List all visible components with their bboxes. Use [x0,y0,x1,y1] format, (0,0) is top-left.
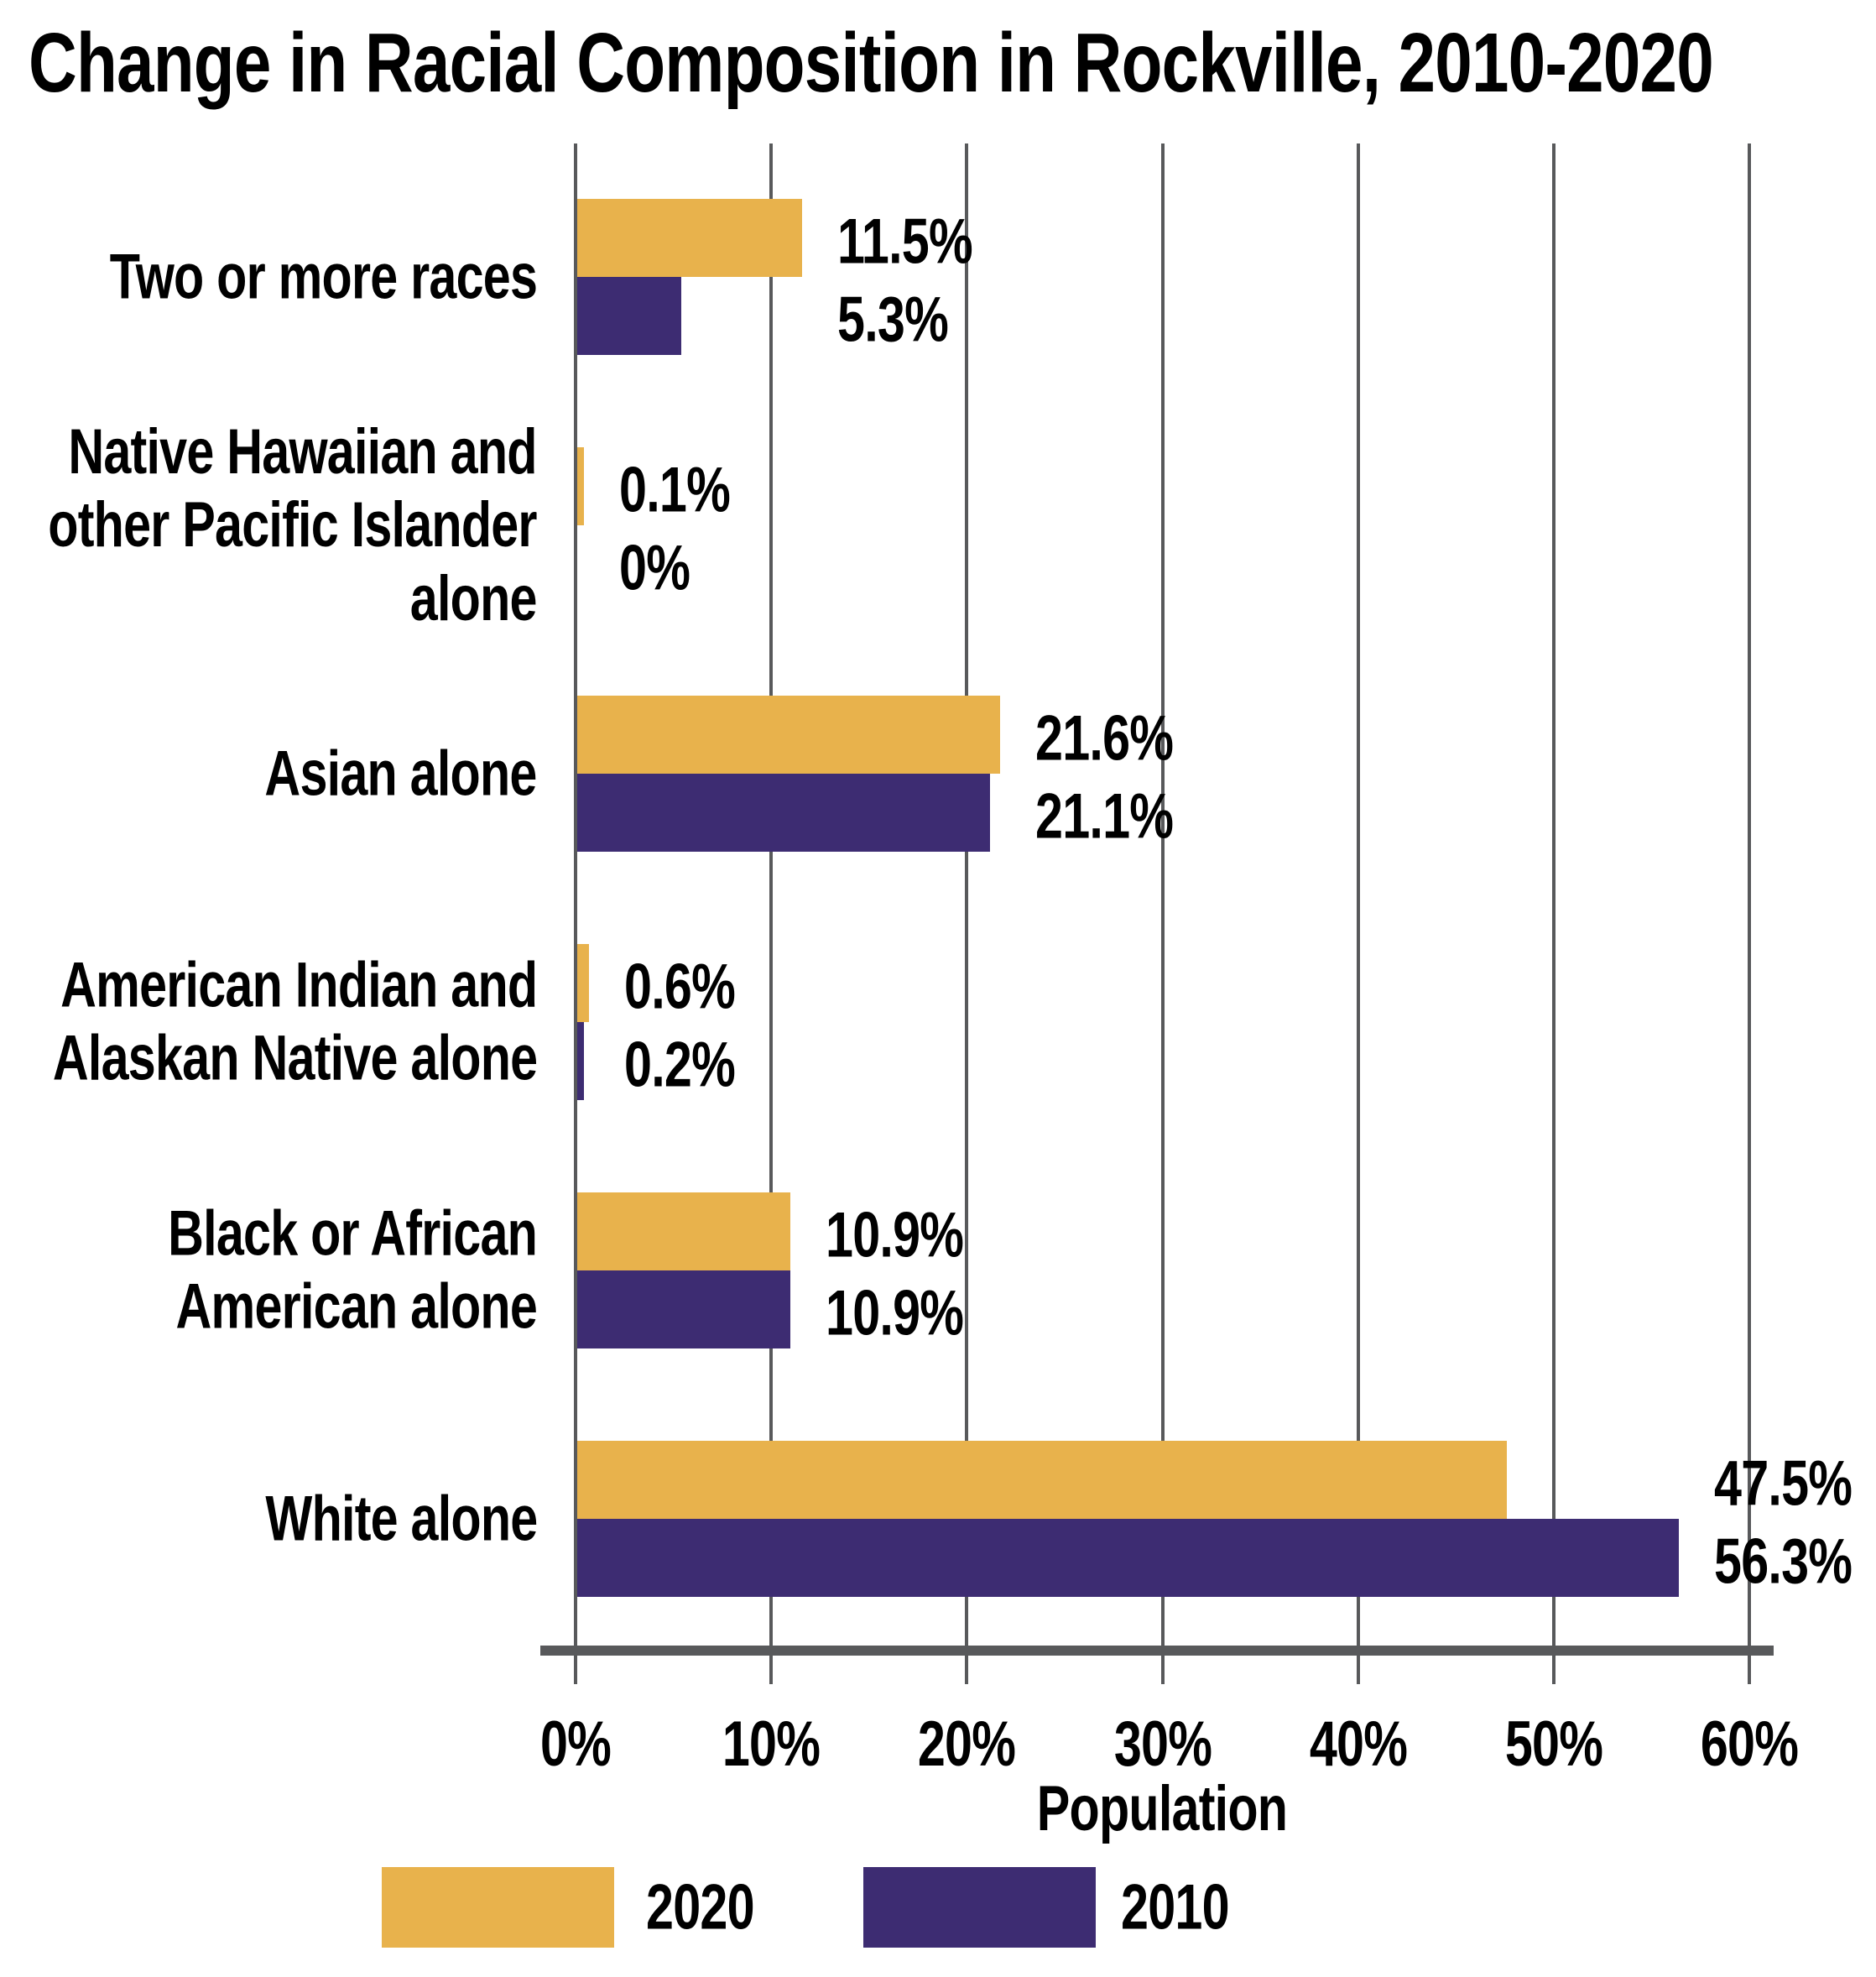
bar-2010-black-or-african-american-alone [577,1270,791,1348]
gridline-40% [1357,143,1360,1646]
bar-2020-black-or-african-american-alone [577,1192,791,1270]
value-label-2020-native-hawaiian-pacific-islander-alone: 0.1% [619,454,731,525]
tick-label-50%: 50% [1504,1708,1603,1780]
category-label-two-or-more-races: Two or more races [109,240,538,313]
value-label-2010-white-alone: 56.3% [1714,1526,1853,1597]
bar-2020-native-hawaiian-pacific-islander-alone [577,447,584,525]
axis-tick-0% [574,1656,577,1684]
bar-2020-two-or-more-races [577,199,803,277]
bar-2010-american-indian-alaskan-native-alone [577,1022,584,1100]
value-label-2010-asian-alone: 21.1% [1035,780,1174,852]
value-label-2020-two-or-more-races: 11.5% [837,206,973,277]
category-label-line: Native Hawaiian and [68,415,538,488]
tick-label-10%: 10% [722,1708,821,1780]
value-label-2010-black-or-african-american-alone: 10.9% [826,1277,964,1348]
category-label-asian-alone: Asian alone [264,737,538,810]
value-label-2020-american-indian-alaskan-native-alone: 0.6% [624,951,736,1022]
bar-2020-asian-alone [577,696,1000,774]
category-label-native-hawaiian-pacific-islander-alone: Native Hawaiian and other Pacific Islande… [48,415,538,635]
value-label-2010-two-or-more-races: 5.3% [837,284,949,355]
category-label-line: Alaskan Native alone [52,1023,538,1094]
bar-2010-asian-alone [577,774,990,852]
value-label-2020-asian-alone: 21.6% [1035,702,1174,774]
axis-tick-20% [965,1656,968,1684]
value-label-2010-american-indian-alaskan-native-alone: 0.2% [624,1029,736,1100]
category-label-line: White alone [264,1483,538,1555]
legend-label-2010: 2010 [1121,1871,1230,1943]
value-label-2010-native-hawaiian-pacific-islander-alone: 0% [619,532,690,603]
axis-tick-10% [769,1656,773,1684]
chart-title: Change in Racial Composition in Rockvill… [29,16,1714,110]
tick-label-0%: 0% [539,1708,612,1780]
axis-tick-50% [1552,1656,1556,1684]
bar-2020-american-indian-alaskan-native-alone [577,944,589,1022]
axis-tick-40% [1357,1656,1360,1684]
axis-tick-60% [1748,1656,1751,1684]
gridline-30% [1161,143,1165,1646]
tick-label-20%: 20% [917,1708,1016,1780]
legend-label-2020: 2020 [646,1871,755,1943]
category-label-black-or-african-american-alone: Black or African American alone [168,1197,538,1344]
tick-label-40%: 40% [1309,1708,1408,1780]
category-label-line: alone [410,562,538,634]
legend-swatch-2020 [382,1867,614,1948]
value-label-2020-white-alone: 47.5% [1714,1448,1853,1519]
category-label-line: American Indian and [60,949,538,1021]
bar-2010-two-or-more-races [577,277,681,355]
axis-tick-30% [1161,1656,1165,1684]
category-label-american-indian-alaskan-native-alone: American Indian and Alaskan Native alone [52,949,538,1096]
x-axis-label: Population [1036,1773,1288,1844]
gridline-60% [1748,143,1751,1646]
gridline-10% [769,143,773,1646]
category-label-line: Two or more races [109,241,538,313]
bar-2020-white-alone [577,1441,1507,1519]
category-label-line: Black or African [168,1197,538,1270]
category-label-white-alone: White alone [264,1482,538,1555]
tick-label-60%: 60% [1700,1708,1799,1780]
legend-swatch-2010 [863,1867,1096,1948]
gridline-50% [1552,143,1556,1646]
gridline-0% [574,143,577,1646]
category-label-line: Asian alone [264,738,538,810]
category-label-line: other Pacific Islander [48,489,538,561]
x-axis-line [540,1646,1774,1656]
value-label-2020-black-or-african-american-alone: 10.9% [826,1199,964,1270]
gridline-20% [965,143,968,1646]
category-label-line: American alone [175,1271,537,1343]
bar-2010-white-alone [577,1519,1679,1597]
tick-label-30%: 30% [1113,1708,1212,1780]
